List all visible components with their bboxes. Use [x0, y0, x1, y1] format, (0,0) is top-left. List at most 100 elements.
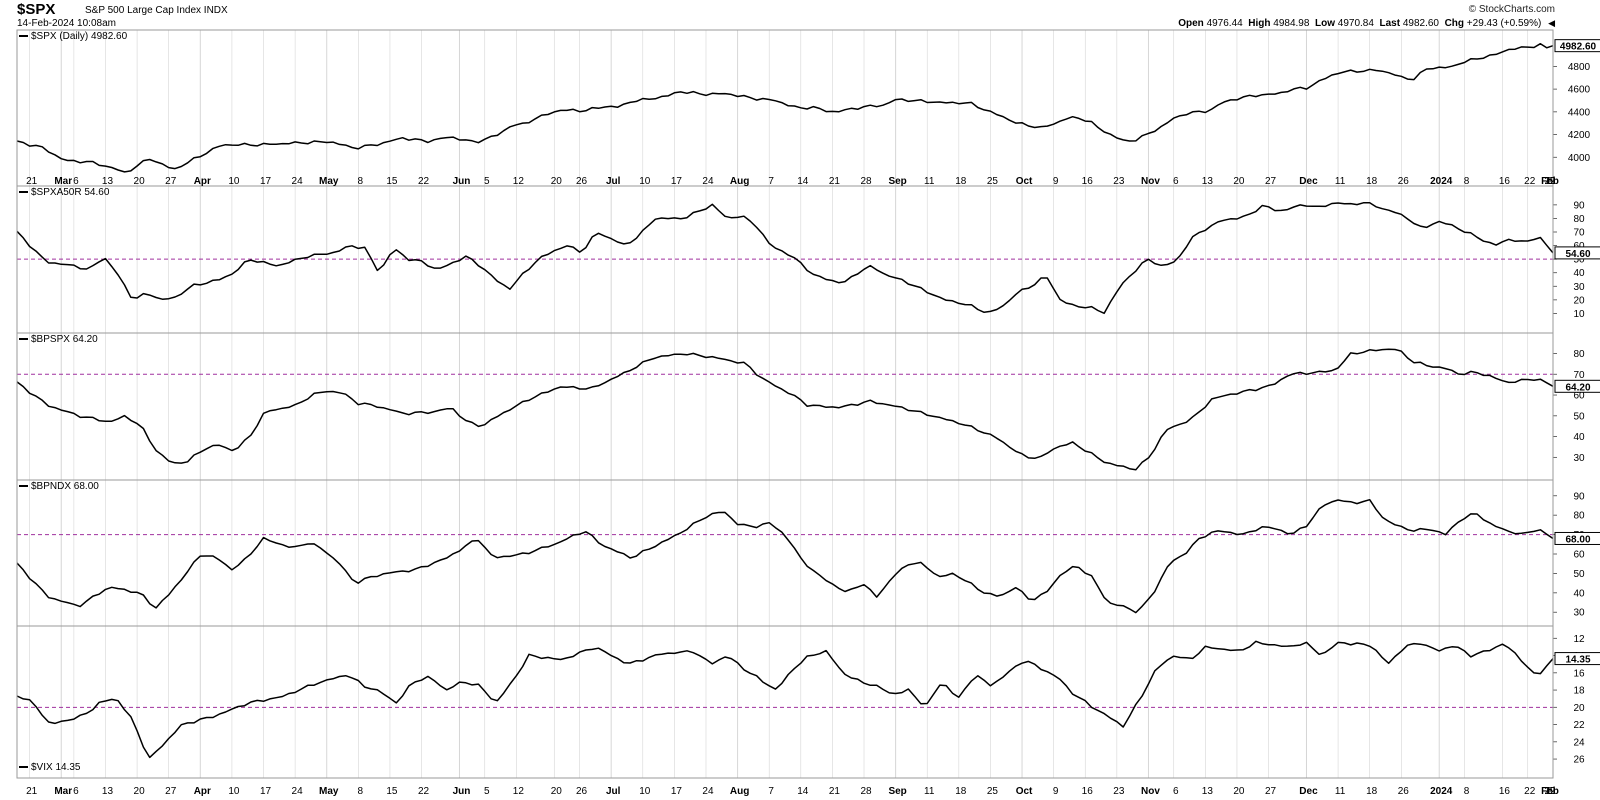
x-tick-label: Aug — [730, 176, 749, 187]
x-tick-label: 18 — [1366, 786, 1378, 797]
x-tick-label: 24 — [292, 786, 304, 797]
low-label: Low — [1315, 18, 1335, 29]
panel-border — [16, 29, 1554, 187]
y-tick-label: 4400 — [1568, 107, 1591, 118]
legend-swatch — [19, 35, 28, 37]
open-label: Open — [1178, 18, 1204, 29]
series-line — [16, 348, 1554, 471]
x-tick-label: 28 — [860, 176, 872, 187]
y-tick-label: 4200 — [1568, 130, 1591, 141]
panel-border — [16, 625, 1554, 779]
y-tick-label: 20 — [1573, 703, 1585, 714]
last-value: 4982.60 — [1402, 18, 1439, 29]
y-tick-label: 12 — [1573, 634, 1585, 645]
x-tick-label: 11 — [924, 786, 935, 797]
x-tick-label: 6 — [73, 176, 79, 187]
x-tick-label: 27 — [1265, 176, 1277, 187]
x-tick-label: Nov — [1141, 786, 1160, 797]
x-tick-label: 11 — [924, 176, 935, 187]
x-tick-label: 13 — [102, 786, 114, 797]
x-tick-label: 27 — [165, 786, 177, 797]
x-tick-label: 29 — [1544, 786, 1556, 797]
x-tick-label: 13 — [1202, 176, 1214, 187]
x-tick-label: 5 — [484, 176, 490, 187]
last-label: Last — [1379, 18, 1401, 29]
last-value-box — [1554, 652, 1600, 666]
panel-4: 9080706050403068.00$BPNDX 68.00 — [16, 479, 1600, 627]
last-value-label: 64.20 — [1565, 382, 1590, 393]
y-tick-label: 80 — [1573, 349, 1585, 360]
x-tick-label: Apr — [194, 176, 211, 187]
x-tick-label: Jul — [606, 786, 621, 797]
x-tick-label: 10 — [228, 176, 240, 187]
x-tick-label: 15 — [386, 786, 398, 797]
y-tick-label: 80 — [1573, 214, 1585, 225]
y-tick-label: 24 — [1573, 737, 1585, 748]
x-tick-label: 8 — [1464, 176, 1470, 187]
x-tick-label: 2024 — [1430, 786, 1453, 797]
x-tick-label: 24 — [702, 786, 714, 797]
x-tick-label: 10 — [228, 786, 240, 797]
x-tick-label: 8 — [358, 786, 364, 797]
last-value-box — [1554, 531, 1600, 545]
company-name: S&P 500 Large Cap Index INDX — [85, 5, 228, 16]
change-value: +29.43 (+0.59%) — [1466, 18, 1542, 29]
y-tick-label: 40 — [1573, 432, 1585, 443]
y-tick-label: 4000 — [1568, 153, 1591, 164]
y-tick-label: 22 — [1573, 720, 1585, 731]
x-tick-label: 2024 — [1430, 176, 1453, 187]
x-tick-label: May — [319, 176, 339, 187]
x-tick-label: Feb — [1541, 786, 1559, 797]
x-tick-label: Oct — [1016, 176, 1033, 187]
x-tick-label: 15 — [386, 176, 398, 187]
x-tick-label: 6 — [1173, 786, 1179, 797]
x-tick-label: 22 — [418, 786, 430, 797]
x-tick-label: 26 — [1398, 176, 1410, 187]
y-tick-label: 50 — [1573, 569, 1585, 580]
x-tick-label: 16 — [1499, 176, 1511, 187]
x-tick-label: 20 — [134, 176, 146, 187]
panel-title: $SPX (Daily) 4982.60 — [31, 31, 128, 42]
y-tick-label: 4800 — [1568, 62, 1591, 73]
x-tick-label: Mar — [54, 786, 72, 797]
x-tick-label: 25 — [987, 176, 999, 187]
credit-text: © StockCharts.com — [1468, 4, 1555, 15]
x-tick-label: 18 — [955, 786, 967, 797]
x-tick-label: Dec — [1299, 786, 1318, 797]
open-value: 4976.44 — [1206, 18, 1243, 29]
panel-2: 90807060504030201054.60$SPXA50R 54.60 — [16, 185, 1600, 334]
x-tick-label: 11 — [1335, 786, 1346, 797]
x-tick-label: 7 — [768, 176, 774, 187]
low-value: 4970.84 — [1337, 18, 1374, 29]
last-value-box — [1554, 246, 1600, 260]
y-tick-label: 50 — [1573, 411, 1585, 422]
x-tick-label: 17 — [260, 176, 272, 187]
panel-title: $BPNDX 68.00 — [31, 481, 99, 492]
high-label: High — [1248, 18, 1271, 29]
y-tick-label: 60 — [1573, 550, 1585, 561]
x-tick-label: 16 — [1082, 786, 1094, 797]
y-tick-label: 4600 — [1568, 85, 1591, 96]
exchange-label: INDX — [203, 5, 228, 16]
x-tick-label: 8 — [358, 176, 364, 187]
x-tick-label: 9 — [1053, 176, 1059, 187]
x-tick-label: 20 — [1233, 786, 1245, 797]
x-tick-label: Jun — [453, 786, 471, 797]
panel-title: $SPXA50R 54.60 — [31, 187, 110, 198]
timestamp: 14-Feb-2024 10:08am — [17, 18, 116, 29]
x-tick-label: 26 — [576, 176, 588, 187]
chevron-left-icon[interactable]: ◀ — [1548, 18, 1555, 28]
series-line — [16, 42, 1554, 173]
ticker-symbol: $SPX — [17, 1, 56, 18]
x-tick-label: Sep — [888, 176, 906, 187]
x-tick-label: 29 — [1544, 176, 1556, 187]
y-tick-label: 30 — [1573, 608, 1585, 619]
x-tick-label: 12 — [1544, 176, 1556, 187]
legend-swatch — [19, 338, 28, 340]
x-tick-label: Nov — [1141, 176, 1160, 187]
x-tick-label: 20 — [134, 786, 146, 797]
x-tick-label: 22 — [418, 176, 430, 187]
x-tick-label: 12 — [513, 786, 525, 797]
x-tick-label: Aug — [730, 786, 749, 797]
series-line — [16, 202, 1554, 315]
